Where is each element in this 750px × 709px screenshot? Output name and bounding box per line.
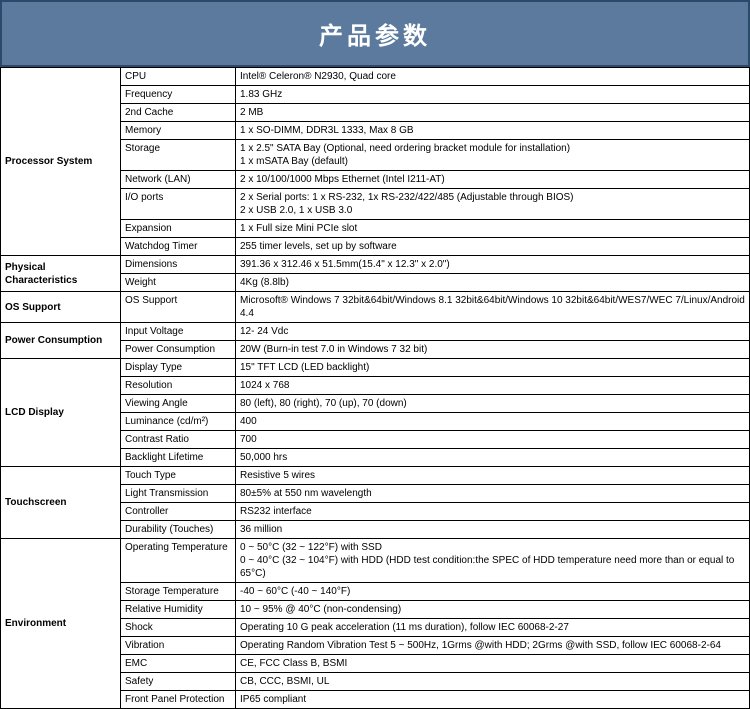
value-cell: 36 million [236, 521, 750, 539]
param-cell: EMC [121, 655, 236, 673]
value-cell: 2 x Serial ports: 1 x RS-232, 1x RS-232/… [236, 189, 750, 220]
param-cell: Contrast Ratio [121, 431, 236, 449]
value-cell: 700 [236, 431, 750, 449]
param-cell: Durability (Touches) [121, 521, 236, 539]
category-cell: OS Support [1, 292, 121, 323]
category-cell: LCD Display [1, 359, 121, 467]
category-cell: Physical Characteristics [1, 256, 121, 292]
param-cell: Watchdog Timer [121, 238, 236, 256]
param-cell: Storage Temperature [121, 583, 236, 601]
param-cell: Input Voltage [121, 323, 236, 341]
value-cell: Resistive 5 wires [236, 467, 750, 485]
value-cell: 10 ~ 95% @ 40°C (non-condensing) [236, 601, 750, 619]
value-cell: 1024 x 768 [236, 377, 750, 395]
category-cell: Processor System [1, 68, 121, 256]
param-cell: Display Type [121, 359, 236, 377]
param-cell: Memory [121, 122, 236, 140]
table-row: TouchscreenTouch TypeResistive 5 wires [1, 467, 750, 485]
param-cell: Frequency [121, 86, 236, 104]
value-cell: RS232 interface [236, 503, 750, 521]
value-cell: -40 ~ 60°C (-40 ~ 140°F) [236, 583, 750, 601]
param-cell: Vibration [121, 637, 236, 655]
table-row: EnvironmentOperating Temperature0 ~ 50°C… [1, 539, 750, 583]
value-cell: Intel® Celeron® N2930, Quad core [236, 68, 750, 86]
param-cell: CPU [121, 68, 236, 86]
param-cell: Expansion [121, 220, 236, 238]
param-cell: Relative Humidity [121, 601, 236, 619]
param-cell: Safety [121, 673, 236, 691]
table-row: Power ConsumptionInput Voltage12- 24 Vdc [1, 323, 750, 341]
value-cell: IP65 compliant [236, 691, 750, 709]
spec-table: Processor SystemCPUIntel® Celeron® N2930… [0, 67, 750, 709]
category-cell: Environment [1, 539, 121, 709]
value-cell: 1 x SO-DIMM, DDR3L 1333, Max 8 GB [236, 122, 750, 140]
value-cell: Operating 10 G peak acceleration (11 ms … [236, 619, 750, 637]
param-cell: Network (LAN) [121, 171, 236, 189]
param-cell: Luminance (cd/m²) [121, 413, 236, 431]
param-cell: Resolution [121, 377, 236, 395]
table-row: Processor SystemCPUIntel® Celeron® N2930… [1, 68, 750, 86]
value-cell: 0 ~ 50°C (32 ~ 122°F) with SSD0 ~ 40°C (… [236, 539, 750, 583]
value-cell: 4Kg (8.8lb) [236, 274, 750, 292]
param-cell: Light Transmission [121, 485, 236, 503]
table-row: LCD DisplayDisplay Type15" TFT LCD (LED … [1, 359, 750, 377]
value-cell: 80 (left), 80 (right), 70 (up), 70 (down… [236, 395, 750, 413]
value-cell: 50,000 hrs [236, 449, 750, 467]
value-cell: 2 MB [236, 104, 750, 122]
table-row: OS SupportOS SupportMicrosoft® Windows 7… [1, 292, 750, 323]
param-cell: Operating Temperature [121, 539, 236, 583]
param-cell: Storage [121, 140, 236, 171]
value-cell: Operating Random Vibration Test 5 ~ 500H… [236, 637, 750, 655]
param-cell: Power Consumption [121, 341, 236, 359]
page-title: 产品参数 [0, 0, 750, 67]
value-cell: 2 x 10/100/1000 Mbps Ethernet (Intel I21… [236, 171, 750, 189]
value-cell: 1 x 2.5" SATA Bay (Optional, need orderi… [236, 140, 750, 171]
value-cell: 1 x Full size Mini PCIe slot [236, 220, 750, 238]
param-cell: Shock [121, 619, 236, 637]
value-cell: Microsoft® Windows 7 32bit&64bit/Windows… [236, 292, 750, 323]
param-cell: OS Support [121, 292, 236, 323]
value-cell: 80±5% at 550 nm wavelength [236, 485, 750, 503]
param-cell: Controller [121, 503, 236, 521]
value-cell: 15" TFT LCD (LED backlight) [236, 359, 750, 377]
param-cell: 2nd Cache [121, 104, 236, 122]
value-cell: CB, CCC, BSMI, UL [236, 673, 750, 691]
category-cell: Power Consumption [1, 323, 121, 359]
param-cell: Weight [121, 274, 236, 292]
param-cell: Front Panel Protection [121, 691, 236, 709]
param-cell: Dimensions [121, 256, 236, 274]
value-cell: 12- 24 Vdc [236, 323, 750, 341]
value-cell: CE, FCC Class B, BSMI [236, 655, 750, 673]
value-cell: 1.83 GHz [236, 86, 750, 104]
value-cell: 400 [236, 413, 750, 431]
value-cell: 255 timer levels, set up by software [236, 238, 750, 256]
param-cell: I/O ports [121, 189, 236, 220]
category-cell: Touchscreen [1, 467, 121, 539]
param-cell: Viewing Angle [121, 395, 236, 413]
value-cell: 391.36 x 312.46 x 51.5mm(15.4" x 12.3" x… [236, 256, 750, 274]
table-row: Physical CharacteristicsDimensions391.36… [1, 256, 750, 274]
param-cell: Backlight Lifetime [121, 449, 236, 467]
param-cell: Touch Type [121, 467, 236, 485]
value-cell: 20W (Burn-in test 7.0 in Windows 7 32 bi… [236, 341, 750, 359]
